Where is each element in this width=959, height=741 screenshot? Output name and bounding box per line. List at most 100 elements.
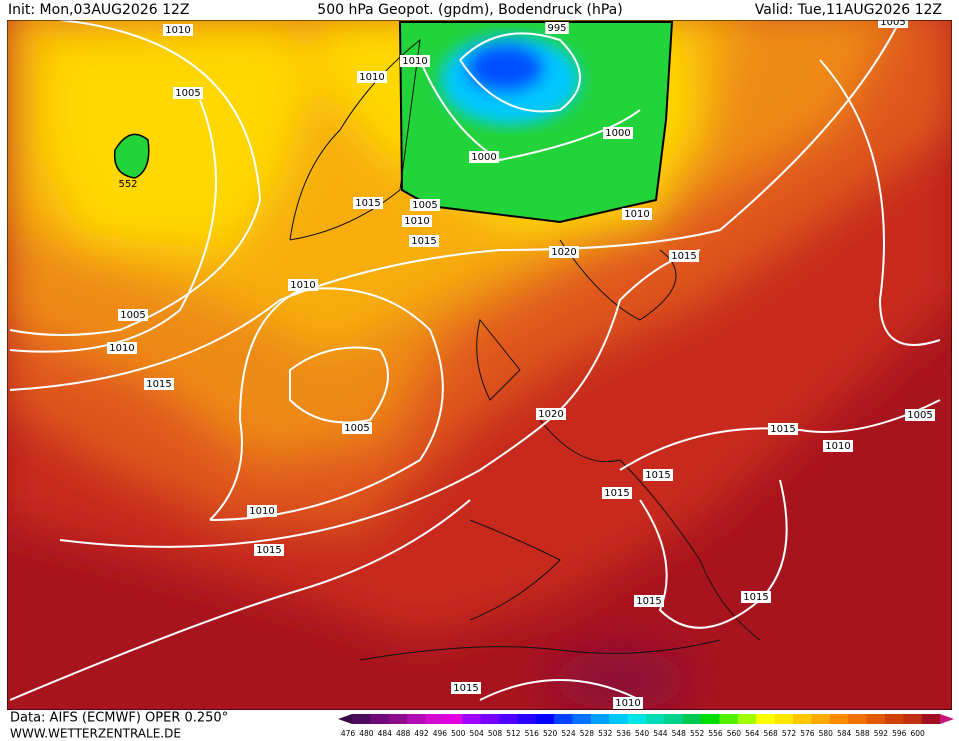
label-box <box>905 409 935 421</box>
colorbar-swatch <box>627 714 647 724</box>
colorbar-swatch <box>756 714 776 724</box>
colorbar-tick-label: 564 <box>745 729 760 738</box>
colorbar-end <box>940 714 954 724</box>
colorbar-tick-label: 500 <box>451 729 466 738</box>
label-box <box>400 55 430 67</box>
colorbar-tick-label: 512 <box>506 729 521 738</box>
isobar-label: 1010 <box>825 441 850 452</box>
small-552-region <box>113 133 150 179</box>
colorbar-tick-label: 556 <box>708 729 723 738</box>
isobar-label: 1005 <box>344 423 369 434</box>
label-box <box>536 408 566 420</box>
isobar-label: 995 <box>547 23 566 34</box>
label-box <box>163 24 193 36</box>
isobar-label: 1020 <box>538 409 563 420</box>
colorbar-tick-label: 532 <box>598 729 613 738</box>
colorbar-swatch <box>646 714 665 724</box>
isobar-label: 1000 <box>605 128 630 139</box>
isobar-label: 1010 <box>615 698 640 709</box>
colorbar-swatch <box>572 714 592 724</box>
isobar-label: 1015 <box>453 683 478 694</box>
colorbar-tick-label: 544 <box>653 729 668 738</box>
label-box <box>602 487 632 499</box>
colorbar-swatch <box>352 714 371 724</box>
isobar-label: 1010 <box>359 72 384 83</box>
colorbar-swatch <box>903 714 923 724</box>
isobar-label: 552 <box>118 179 137 190</box>
colorbar-tick-label: 588 <box>855 729 870 738</box>
isobar-label: 1010 <box>290 280 315 291</box>
isobar-label: 1015 <box>770 424 795 435</box>
colorbar-swatch <box>719 714 739 724</box>
colorbar-swatch <box>848 714 867 724</box>
colorbar-tick-label: 600 <box>910 729 925 738</box>
colorbar-tick-label: 576 <box>800 729 815 738</box>
label-box <box>118 309 148 321</box>
colorbar-tick-label: 528 <box>580 729 595 738</box>
data-source: Data: AIFS (ECMWF) OPER 0.250° <box>10 711 228 726</box>
colorbar-tick-label: 524 <box>561 729 576 738</box>
colorbar-tick-label: 568 <box>763 729 778 738</box>
label-box <box>144 378 174 390</box>
isobar-label: 1005 <box>880 17 905 28</box>
isobar-label: 1020 <box>551 247 576 258</box>
label-box <box>643 469 673 481</box>
label-box <box>768 423 798 435</box>
colorbar-tick-label: 540 <box>635 729 650 738</box>
label-box <box>353 197 383 209</box>
colorbar-swatch <box>682 714 702 724</box>
colorbar-swatch <box>370 714 390 724</box>
label-box <box>410 199 440 211</box>
isobar-label: 1010 <box>165 25 190 36</box>
isobar-label: 1005 <box>907 410 932 421</box>
colorbar-swatch <box>407 714 426 724</box>
isobar-label: 1015 <box>355 198 380 209</box>
isobar-label: 1015 <box>636 596 661 607</box>
colorbar-swatch <box>774 714 794 724</box>
colorbar-swatch <box>499 714 518 724</box>
colorbar-tick-label: 508 <box>488 729 503 738</box>
label-box <box>409 235 439 247</box>
isobar-label: 1000 <box>471 152 496 163</box>
colorbar-swatch <box>480 714 500 724</box>
label-box <box>823 440 853 452</box>
colorbar-tick-label: 560 <box>727 729 742 738</box>
label-box <box>451 682 481 694</box>
colorbar-tick-label: 584 <box>837 729 852 738</box>
isobar-label: 1005 <box>412 200 437 211</box>
colorbar-swatch <box>866 714 886 724</box>
isobar-label: 1015 <box>671 251 696 262</box>
colorbar-tick-label: 520 <box>543 729 558 738</box>
colorbar-swatch <box>425 714 445 724</box>
colorbar-tick-label: 552 <box>690 729 705 738</box>
colorbar-tick-label: 548 <box>672 729 687 738</box>
colorbar-tick-label: 504 <box>469 729 484 738</box>
colorbar-swatch <box>829 714 849 724</box>
colorbar-tick-label: 572 <box>782 729 797 738</box>
label-box <box>878 20 908 28</box>
isobar-label: 1005 <box>175 88 200 99</box>
colorbar-tick-label: 480 <box>359 729 374 738</box>
isobar-label: 1010 <box>249 506 274 517</box>
label-box <box>669 250 699 262</box>
label-box <box>247 505 277 517</box>
colorbar-swatch <box>811 714 831 724</box>
valid-time: Valid: Tue,11AUG2026 12Z <box>755 2 942 18</box>
label-box <box>288 279 318 291</box>
colorbar-swatch <box>793 714 812 724</box>
colorbar: 476 480 484 488 492 496 500 504 508 512 516 520 524 5… <box>338 714 954 738</box>
label-box <box>634 595 664 607</box>
map-title: 500 hPa Geopot. (gpdm), Bodendruck (hPa) <box>317 2 622 18</box>
colorbar-tick-label: 580 <box>819 729 834 738</box>
colorbar-swatch <box>517 714 537 724</box>
label-box <box>603 127 633 139</box>
colorbar-tick-label: 516 <box>525 729 540 738</box>
site-name: WWW.WETTERZENTRALE.DE <box>10 727 181 741</box>
colorbar-swatch <box>443 714 463 724</box>
isobar-label: 1015 <box>256 545 281 556</box>
colorbar-swatch <box>921 714 941 724</box>
colorbar-tick-label: 488 <box>396 729 411 738</box>
isobar-label: 1010 <box>624 209 649 220</box>
label-box <box>545 22 569 34</box>
colorbar-swatch <box>664 714 684 724</box>
